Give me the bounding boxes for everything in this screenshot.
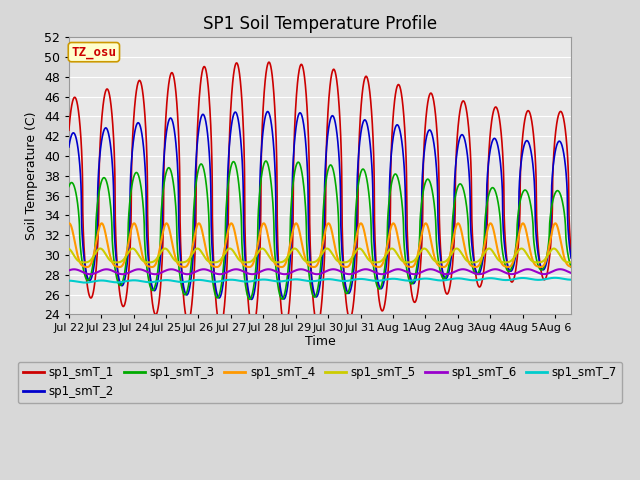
sp1_smT_3 bbox=[262, 158, 269, 164]
sp1_smT_2 bbox=[65, 144, 73, 150]
sp1_smT_6 bbox=[65, 267, 73, 273]
sp1_smT_5 bbox=[122, 253, 130, 259]
Line: sp1_smT_3: sp1_smT_3 bbox=[69, 161, 571, 300]
Line: sp1_smT_1: sp1_smT_1 bbox=[69, 62, 571, 329]
Legend: sp1_smT_1, sp1_smT_2, sp1_smT_3, sp1_smT_4, sp1_smT_5, sp1_smT_6, sp1_smT_7: sp1_smT_1, sp1_smT_2, sp1_smT_3, sp1_smT… bbox=[18, 362, 622, 403]
sp1_smT_4 bbox=[65, 220, 73, 226]
sp1_smT_2 bbox=[152, 286, 160, 291]
sp1_smT_5 bbox=[258, 246, 266, 252]
sp1_smT_3 bbox=[258, 172, 266, 178]
sp1_smT_1 bbox=[265, 59, 273, 65]
Title: SP1 Soil Temperature Profile: SP1 Soil Temperature Profile bbox=[203, 15, 437, 33]
sp1_smT_1 bbox=[504, 263, 511, 268]
sp1_smT_4 bbox=[567, 264, 575, 270]
sp1_smT_6 bbox=[86, 271, 94, 277]
sp1_smT_3 bbox=[152, 279, 160, 285]
sp1_smT_5 bbox=[550, 246, 557, 252]
sp1_smT_4 bbox=[122, 252, 130, 258]
sp1_smT_7 bbox=[551, 275, 559, 281]
sp1_smT_4 bbox=[504, 264, 512, 270]
sp1_smT_6 bbox=[567, 270, 575, 276]
sp1_smT_3 bbox=[280, 294, 287, 300]
sp1_smT_2 bbox=[258, 144, 266, 150]
sp1_smT_5 bbox=[280, 259, 287, 264]
Line: sp1_smT_7: sp1_smT_7 bbox=[69, 278, 571, 283]
Line: sp1_smT_5: sp1_smT_5 bbox=[69, 249, 571, 263]
sp1_smT_5 bbox=[65, 246, 73, 252]
sp1_smT_4 bbox=[258, 224, 266, 230]
sp1_smT_2 bbox=[122, 269, 130, 275]
sp1_smT_1 bbox=[152, 312, 160, 318]
sp1_smT_1 bbox=[567, 250, 575, 255]
sp1_smT_4 bbox=[152, 261, 160, 266]
sp1_smT_1 bbox=[280, 323, 287, 328]
sp1_smT_7 bbox=[567, 277, 575, 283]
sp1_smT_6 bbox=[152, 271, 160, 277]
sp1_smT_7 bbox=[152, 278, 160, 284]
sp1_smT_3 bbox=[567, 264, 575, 270]
sp1_smT_5 bbox=[242, 260, 250, 265]
sp1_smT_7 bbox=[557, 276, 565, 281]
sp1_smT_7 bbox=[280, 278, 287, 284]
X-axis label: Time: Time bbox=[305, 335, 335, 348]
Text: TZ_osu: TZ_osu bbox=[72, 46, 116, 59]
sp1_smT_3 bbox=[65, 184, 73, 190]
sp1_smT_4 bbox=[519, 220, 527, 226]
sp1_smT_1 bbox=[249, 326, 257, 332]
sp1_smT_6 bbox=[504, 271, 511, 276]
sp1_smT_6 bbox=[280, 271, 287, 277]
sp1_smT_3 bbox=[246, 297, 253, 302]
Y-axis label: Soil Temperature (C): Soil Temperature (C) bbox=[26, 111, 38, 240]
sp1_smT_5 bbox=[504, 259, 511, 265]
sp1_smT_2 bbox=[567, 255, 575, 261]
sp1_smT_3 bbox=[504, 268, 511, 274]
sp1_smT_5 bbox=[557, 255, 565, 261]
Line: sp1_smT_6: sp1_smT_6 bbox=[69, 269, 571, 274]
sp1_smT_6 bbox=[557, 266, 565, 272]
sp1_smT_5 bbox=[567, 260, 575, 265]
sp1_smT_3 bbox=[557, 195, 565, 201]
sp1_smT_1 bbox=[65, 127, 73, 133]
sp1_smT_7 bbox=[81, 280, 89, 286]
sp1_smT_7 bbox=[504, 277, 511, 283]
sp1_smT_1 bbox=[557, 109, 565, 115]
sp1_smT_6 bbox=[556, 266, 564, 272]
sp1_smT_1 bbox=[122, 295, 130, 300]
sp1_smT_7 bbox=[65, 278, 73, 284]
sp1_smT_5 bbox=[152, 257, 160, 263]
sp1_smT_7 bbox=[258, 276, 266, 282]
sp1_smT_3 bbox=[122, 259, 130, 264]
sp1_smT_2 bbox=[504, 262, 511, 268]
sp1_smT_2 bbox=[280, 296, 287, 302]
sp1_smT_2 bbox=[264, 108, 271, 114]
sp1_smT_6 bbox=[122, 271, 130, 276]
sp1_smT_6 bbox=[258, 268, 266, 274]
sp1_smT_7 bbox=[122, 278, 130, 284]
sp1_smT_2 bbox=[248, 297, 255, 302]
sp1_smT_4 bbox=[503, 264, 511, 270]
Line: sp1_smT_2: sp1_smT_2 bbox=[69, 111, 571, 300]
sp1_smT_4 bbox=[557, 243, 565, 249]
Line: sp1_smT_4: sp1_smT_4 bbox=[69, 223, 571, 267]
sp1_smT_4 bbox=[280, 264, 287, 269]
sp1_smT_1 bbox=[258, 141, 266, 147]
sp1_smT_2 bbox=[557, 142, 565, 147]
